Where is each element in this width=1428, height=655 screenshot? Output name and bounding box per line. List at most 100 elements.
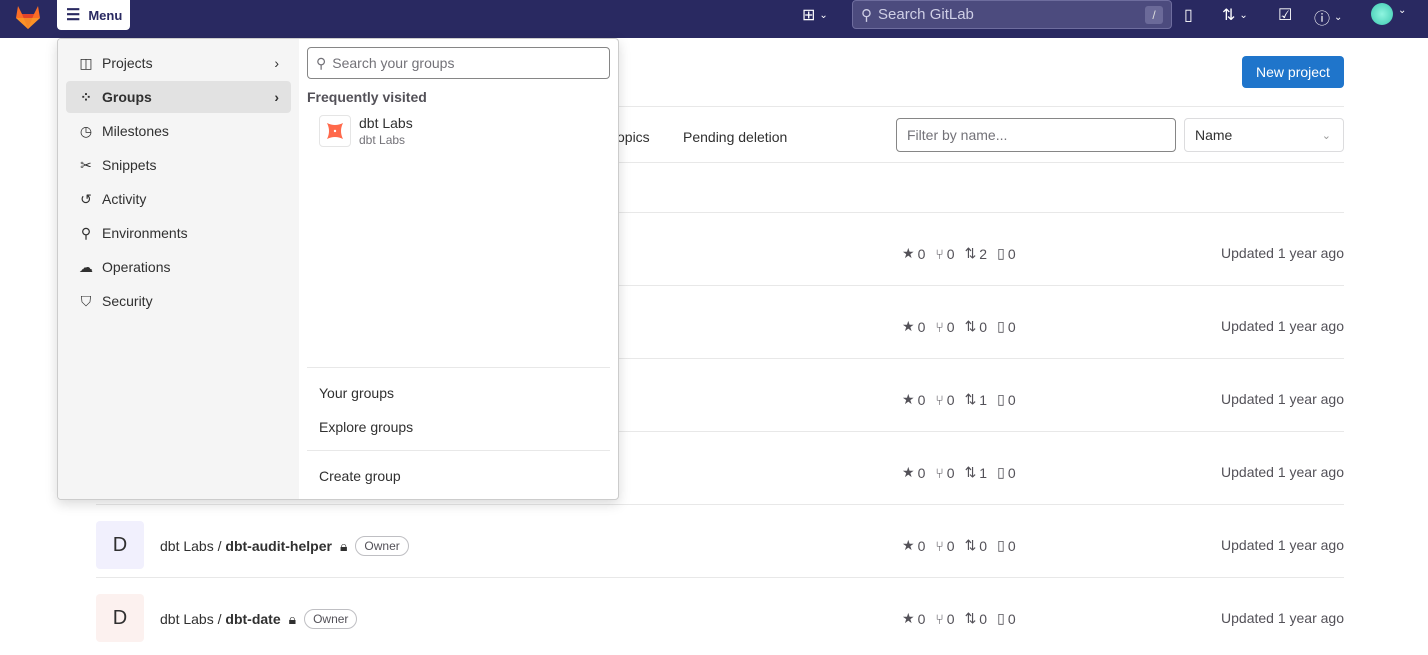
project-row: ★ 0 ⑂ 0 ⇅ 0 ▯ 0 Updated 1 year ago	[96, 290, 1344, 363]
menu-dropdown: ◫ Projects › ⁘ Groups › ◷ Milestones ✂ Snippets ↺ A…	[57, 38, 619, 500]
merge-requests-count[interactable]: ⇅ 2	[964, 245, 988, 262]
stars-count[interactable]: ★ 0	[902, 391, 926, 408]
menu-item-groups[interactable]: ⁘ Groups ›	[66, 81, 291, 113]
divider	[307, 450, 610, 451]
menu-item-security[interactable]: ⛉ Security	[66, 285, 291, 317]
stars-count[interactable]: ★ 0	[902, 537, 926, 554]
project-row: ★ 0 ⑂ 0 ⇅ 1 ▯ 0 Updated 1 year ago	[96, 436, 1344, 509]
star-icon: ★	[902, 537, 915, 553]
project-name-link[interactable]: dbt Labs / dbt-audit-helper 🔒︎ Owner	[160, 536, 409, 556]
explore-groups-link[interactable]: Explore groups	[319, 419, 414, 435]
stars-count[interactable]: ★ 0	[902, 245, 926, 262]
project-row: ★ 0 ⑂ 0 ⇅ 2 ▯ 0 Updated 1 year ago	[96, 217, 1344, 290]
merge-requests-count[interactable]: ⇅ 1	[964, 464, 988, 481]
search-gitlab-input[interactable]: ⚲ Search GitLab /	[852, 0, 1172, 29]
filter-by-name-input[interactable]: Filter by name...	[896, 118, 1176, 152]
project-stats: ★ 0 ⑂ 0 ⇅ 2 ▯ 0	[902, 245, 1016, 262]
top-navbar: ☰ Menu ⊞ ⌄ ⚲ Search GitLab / ▯ ⇅ ⌄ ☑ ⓘ ⌄ ⌄	[0, 0, 1428, 38]
project-row: D dbt Labs / dbt-date 🔒︎ Owner ★ 0 ⑂ 0 ⇅ 0 ▯ 0…	[96, 582, 1344, 655]
todo-icon[interactable]: ☑	[1278, 7, 1293, 24]
issues-count[interactable]: ▯ 0	[997, 245, 1016, 262]
environment-icon: ⚲	[80, 224, 92, 241]
cloud-gear-icon: ☁	[79, 258, 93, 275]
fork-icon: ⑂	[935, 610, 944, 627]
stars-count[interactable]: ★ 0	[902, 318, 926, 335]
menu-item-milestones[interactable]: ◷ Milestones	[79, 122, 169, 140]
question-icon: ⓘ	[1314, 11, 1331, 28]
project-avatar[interactable]: D	[96, 521, 144, 569]
stars-count[interactable]: ★ 0	[902, 464, 926, 481]
search-groups-input[interactable]: ⚲ Search your groups	[307, 47, 610, 79]
forks-count[interactable]: ⑂ 0	[935, 537, 955, 554]
sort-dropdown[interactable]: Name ⌄	[1184, 118, 1344, 152]
merge-requests-button[interactable]: ⇅ ⌄	[1222, 5, 1248, 25]
merge-request-icon: ⇅	[964, 464, 977, 480]
updated-time: Updated 1 year ago	[1221, 318, 1344, 334]
project-stats: ★ 0 ⑂ 0 ⇅ 0 ▯ 0	[902, 318, 1016, 335]
menu-item-operations[interactable]: ☁ Operations	[79, 258, 171, 276]
issues-count[interactable]: ▯ 0	[997, 318, 1016, 335]
clock-icon: ◷	[79, 122, 93, 139]
divider	[96, 106, 1344, 107]
divider	[96, 431, 1344, 432]
group-path: dbt Labs	[359, 133, 406, 147]
divider	[96, 504, 1344, 505]
frequently-visited-heading: Frequently visited	[307, 89, 427, 105]
dbt-labs-logo	[319, 115, 351, 147]
issues-icon: ▯	[997, 537, 1005, 553]
merge-requests-count[interactable]: ⇅ 0	[964, 318, 988, 335]
merge-requests-count[interactable]: ⇅ 1	[964, 391, 988, 408]
issues-count[interactable]: ▯ 0	[997, 391, 1016, 408]
divider	[96, 212, 1344, 213]
new-project-button[interactable]: New project	[1242, 56, 1344, 88]
tab-topics[interactable]: opics	[617, 129, 650, 145]
project-name-link[interactable]: dbt Labs / dbt-date 🔒︎ Owner	[160, 609, 358, 629]
stars-count[interactable]: ★ 0	[902, 610, 926, 627]
project-row: ★ 0 ⑂ 0 ⇅ 1 ▯ 0 Updated 1 year ago	[96, 363, 1344, 436]
gitlab-logo[interactable]	[14, 4, 42, 30]
forks-count[interactable]: ⑂ 0	[935, 391, 955, 408]
help-button[interactable]: ⓘ ⌄	[1314, 5, 1342, 29]
fork-icon: ⑂	[935, 391, 944, 408]
project-stats: ★ 0 ⑂ 0 ⇅ 1 ▯ 0	[902, 464, 1016, 481]
merge-request-icon: ⇅	[964, 391, 977, 407]
search-icon: ⚲	[861, 6, 872, 24]
star-icon: ★	[902, 318, 915, 334]
user-avatar[interactable]	[1371, 3, 1393, 25]
group-item-dbt-labs[interactable]: dbt Labs dbt Labs	[307, 115, 610, 147]
chevron-down-icon: ⌄	[1239, 9, 1248, 21]
chevron-down-icon[interactable]: ⌄	[1398, 5, 1407, 16]
tab-pending-deletion[interactable]: Pending deletion	[683, 129, 788, 145]
menu-button[interactable]: ☰ Menu	[57, 0, 130, 30]
project-stats: ★ 0 ⑂ 0 ⇅ 0 ▯ 0	[902, 610, 1016, 627]
forks-count[interactable]: ⑂ 0	[935, 245, 955, 262]
menu-item-projects[interactable]: ◫ Projects ›	[79, 54, 279, 72]
create-new-button[interactable]: ⊞ ⌄	[802, 5, 828, 25]
issues-icon: ▯	[997, 610, 1005, 626]
shortcut-hint: /	[1145, 6, 1163, 24]
project-avatar[interactable]: D	[96, 594, 144, 642]
merge-request-icon: ⇅	[1222, 7, 1236, 24]
merge-request-icon: ⇅	[964, 537, 977, 553]
star-icon: ★	[902, 245, 915, 261]
issues-icon[interactable]: ▯	[1184, 7, 1193, 24]
issues-count[interactable]: ▯ 0	[997, 537, 1016, 554]
menu-item-snippets[interactable]: ✂ Snippets	[66, 149, 291, 181]
issues-count[interactable]: ▯ 0	[997, 610, 1016, 627]
forks-count[interactable]: ⑂ 0	[935, 610, 955, 627]
issues-icon: ▯	[997, 391, 1005, 407]
role-badge: Owner	[304, 609, 358, 629]
forks-count[interactable]: ⑂ 0	[935, 318, 955, 335]
merge-requests-count[interactable]: ⇅ 0	[964, 537, 988, 554]
merge-requests-count[interactable]: ⇅ 0	[964, 610, 988, 627]
forks-count[interactable]: ⑂ 0	[935, 464, 955, 481]
issues-icon: ▯	[997, 318, 1005, 334]
issues-count[interactable]: ▯ 0	[997, 464, 1016, 481]
chevron-down-icon: ⌄	[1321, 129, 1331, 142]
create-group-link[interactable]: Create group	[319, 468, 401, 484]
hamburger-icon: ☰	[66, 7, 81, 24]
menu-item-environments[interactable]: ⚲ Environments	[66, 217, 291, 249]
menu-item-activity[interactable]: ↺ Activity	[66, 183, 291, 215]
your-groups-link[interactable]: Your groups	[319, 385, 394, 401]
plus-square-icon: ⊞	[802, 7, 816, 24]
